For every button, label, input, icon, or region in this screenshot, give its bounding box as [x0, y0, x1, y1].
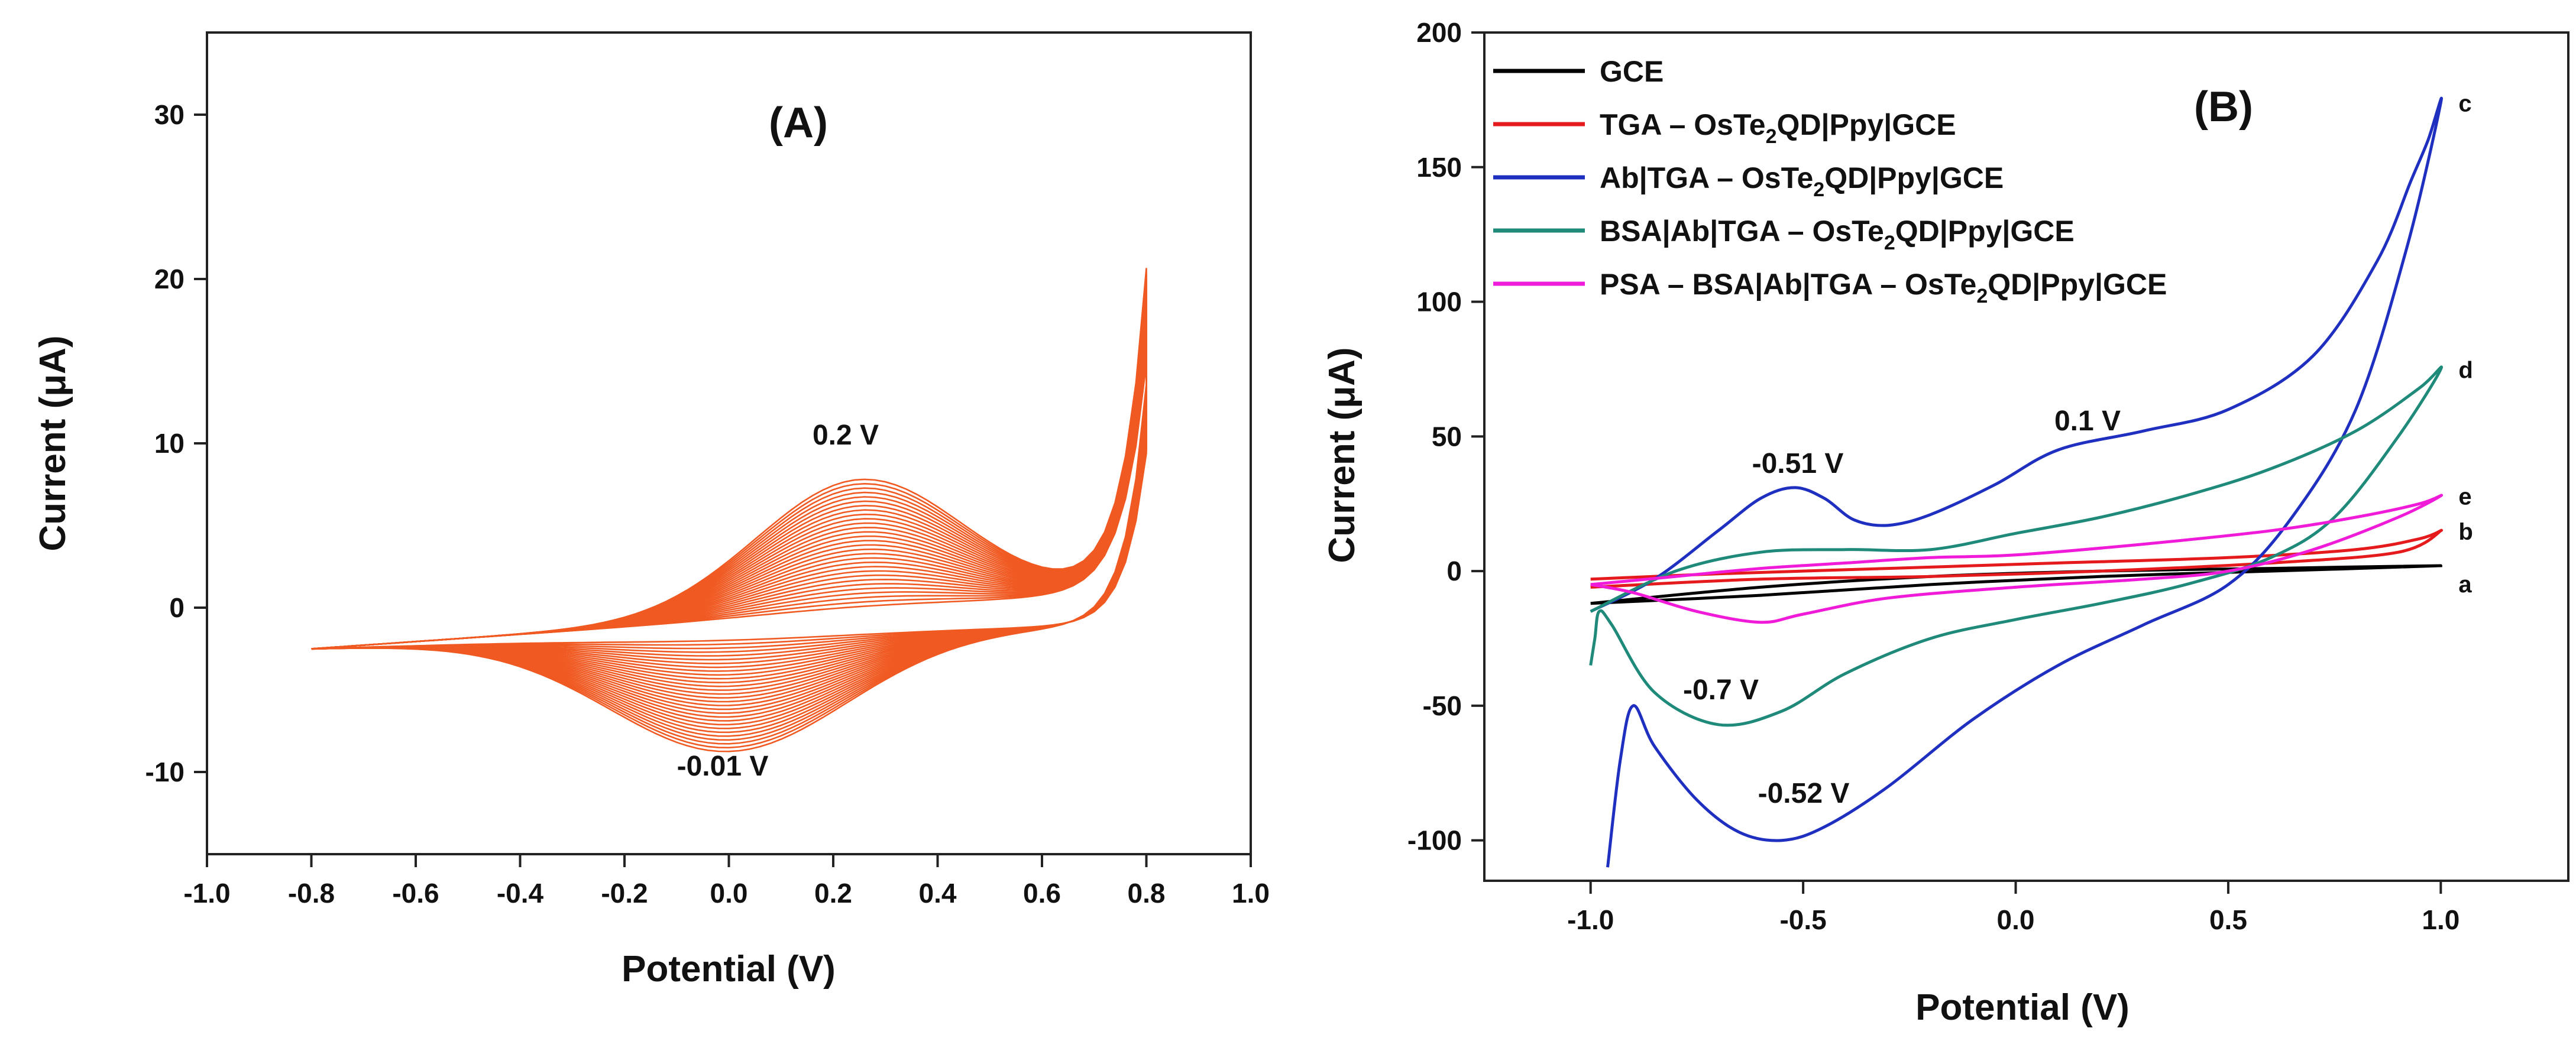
panel-a-x-tick-label: 0.6: [1023, 878, 1061, 909]
panel-a-x-tick-label: -0.6: [392, 878, 439, 909]
panel-b-series-end-label-e: e: [2458, 484, 2471, 510]
panel-b-series-curve-d: [1589, 365, 2444, 727]
panel-b-x-axis-title: Potential (V): [1915, 987, 2130, 1028]
panel-a-x-tick-label: 0.2: [814, 878, 852, 909]
panel-b-series-curve-c: [1590, 96, 2443, 868]
panel-b-annotation-peak-01: 0.1 V: [2054, 406, 2121, 437]
panel-b-legend: GCE TGA – OsTe2QD|Ppy|GCE Ab|TGA – OsTe2…: [1493, 55, 2167, 307]
panel-a-annotation-anodic-peak: 0.2 V: [813, 420, 879, 451]
panel-a-x-axis-title: Potential (V): [622, 949, 836, 990]
panel-a-cycle-curve: [311, 350, 1147, 657]
panel-a-y-tick-label: 30: [154, 99, 185, 130]
panel-a-cycle-curve: [311, 356, 1147, 650]
panel-b-x-tick-label: -0.5: [1779, 904, 1826, 935]
panel-b-series-curve-e: [1590, 494, 2444, 624]
panel-b-plot-frame: [1483, 31, 2569, 882]
legend-label-bsa-ab-tga: BSA|Ab|TGA – OsTe2QD|Ppy|GCE: [1600, 215, 2075, 254]
panel-a-cycle-curve: [311, 333, 1147, 676]
panel-a-cycle-curve: [311, 294, 1147, 722]
panel-a-x-tick-label: 0.8: [1128, 878, 1166, 909]
panel-a-cycle-curve: [311, 271, 1147, 749]
panel-a-x-tick-label: -0.2: [601, 878, 648, 909]
panel-a-x-tick-label: -1.0: [183, 878, 230, 909]
panel-a-x-tick-label: -0.4: [497, 878, 544, 909]
panel-a-y-tick-label: -10: [145, 757, 185, 787]
panel-b-ticks: -1.0 -0.5 0.0 0.5 1.0 -100 -50 0 50 100 150 200: [1407, 17, 2460, 935]
panel-b-series-curve-b: [1590, 528, 2444, 589]
panel-b-y-tick-label: 200: [1416, 17, 1462, 48]
panel-a-x-tick-label: 0.0: [710, 878, 748, 909]
legend-label-ab-tga: Ab|TGA – OsTe2QD|Ppy|GCE: [1600, 161, 2004, 201]
panel-b-annotation-peak-neg07: -0.7 V: [1683, 674, 1759, 706]
legend-label-gce: GCE: [1600, 55, 1664, 88]
panel-b-y-tick-label: 50: [1432, 421, 1462, 452]
panel-b-annotation-peak-neg052: -0.52 V: [1758, 778, 1850, 809]
panel-a-cycle-curve: [311, 320, 1147, 691]
panel-a-x-tick-label: 1.0: [1232, 878, 1270, 909]
panel-a-y-tick-label: 20: [154, 264, 185, 294]
panel-b-y-tick-label: -50: [1423, 690, 1462, 721]
panel-b-x-tick-label: -1.0: [1567, 904, 1614, 935]
panel-a-y-axis-title: Current (μA): [33, 335, 73, 551]
panel-a-plot-frame: [206, 31, 1252, 855]
panel-a-cycle-curve: [311, 297, 1147, 718]
panel-b-y-tick-label: -100: [1407, 825, 1462, 856]
panel-a-ticks: -1.0 -0.8 -0.6 -0.4 -0.2 0.0 0.2 0.4 0.6 0.8 1.0 -1…: [145, 99, 1270, 909]
panel-b-y-axis-title: Current (μA): [1322, 347, 1363, 563]
panel-a-label: (A): [769, 99, 828, 147]
panel-a-y-tick-label: 10: [154, 428, 185, 459]
panel-a-x-tick-label: -0.8: [288, 878, 335, 909]
panel-a-cycle-curve: [311, 274, 1147, 745]
panel-a-cycle-curve: [311, 310, 1147, 703]
panel-b-x-tick-label: 1.0: [2422, 904, 2460, 935]
panel-a-annotation-cathodic-peak: -0.01 V: [677, 751, 769, 782]
panel-a-cycle-curve: [311, 337, 1147, 672]
panel-b-y-tick-label: 100: [1416, 287, 1462, 317]
panel-b-chart: -1.0 -0.5 0.0 0.5 1.0 -100 -50 0 50 100 150 200 a b c…: [1322, 17, 2569, 1028]
panel-a-cycle-curve: [311, 284, 1147, 734]
panel-b-label: (B): [2194, 83, 2253, 131]
panel-b-y-tick-label: 0: [1446, 556, 1462, 586]
panel-b-series-curve-a: [1590, 564, 2442, 605]
panel-b-x-tick-label: 0.0: [1997, 904, 2035, 935]
panel-b-series-end-label-c: c: [2458, 90, 2471, 116]
panel-a-y-tick-label: 0: [169, 592, 185, 623]
panel-a-cycle-curve: [311, 330, 1147, 680]
panel-b-series-end-label-d: d: [2458, 357, 2473, 383]
panel-a-x-tick-label: 0.4: [919, 878, 957, 909]
panel-b-series-end-label-a: a: [2458, 572, 2472, 598]
legend-label-psa-bsa-ab-tga: PSA – BSA|Ab|TGA – OsTe2QD|Ppy|GCE: [1600, 268, 2167, 307]
panel-b-annotation-peak-neg051: -0.51 V: [1752, 448, 1844, 479]
panel-b-curves: a b c d e: [1589, 90, 2473, 868]
panel-a-curves: [311, 268, 1147, 752]
panel-a-cycle-curve: [311, 317, 1147, 695]
panel-a-cycle-curve: [311, 268, 1147, 752]
panel-a-cycle-curve: [311, 287, 1147, 729]
legend-label-tga: TGA – OsTe2QD|Ppy|GCE: [1600, 108, 1956, 148]
panel-a-chart: -1.0 -0.8 -0.6 -0.4 -0.2 0.0 0.2 0.4 0.6 0.8 1.0 -1…: [33, 31, 1270, 990]
panel-b-y-tick-label: 150: [1416, 152, 1462, 183]
panel-b-x-tick-label: 0.5: [2209, 904, 2247, 935]
panel-b-series-end-label-b: b: [2458, 519, 2473, 545]
panel-a-cycle-curve: [311, 281, 1147, 737]
